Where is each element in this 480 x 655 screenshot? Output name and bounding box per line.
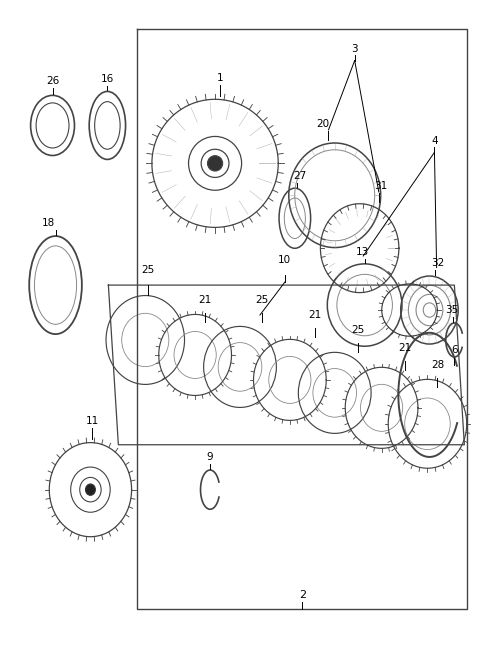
Text: 16: 16	[101, 74, 114, 84]
Text: 4: 4	[431, 136, 438, 146]
Ellipse shape	[85, 484, 96, 495]
Text: 13: 13	[356, 247, 369, 257]
Text: 28: 28	[431, 360, 444, 369]
Text: 35: 35	[445, 305, 458, 315]
Text: 26: 26	[46, 76, 59, 86]
Text: 21: 21	[198, 295, 212, 305]
Text: 1: 1	[216, 73, 223, 83]
Ellipse shape	[207, 156, 223, 171]
Text: 10: 10	[278, 255, 291, 265]
Text: 21: 21	[308, 310, 322, 320]
Text: 31: 31	[374, 181, 388, 191]
Text: 2: 2	[299, 590, 306, 599]
Text: 25: 25	[255, 295, 269, 305]
Text: 9: 9	[207, 452, 214, 462]
Text: 18: 18	[42, 218, 55, 228]
Text: 25: 25	[142, 265, 155, 275]
Text: 11: 11	[86, 417, 99, 426]
Text: 3: 3	[351, 44, 358, 54]
Text: 32: 32	[432, 257, 444, 267]
Text: 27: 27	[293, 171, 306, 181]
Text: 25: 25	[351, 325, 364, 335]
Text: 20: 20	[316, 119, 329, 128]
Text: 21: 21	[398, 343, 411, 352]
Text: 6: 6	[451, 345, 458, 355]
